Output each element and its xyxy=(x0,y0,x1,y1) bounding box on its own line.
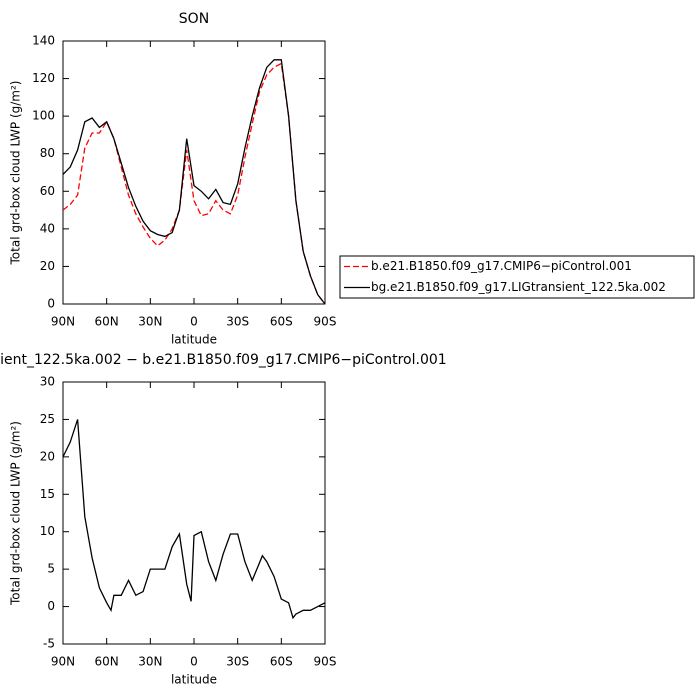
y-tick-label: 20 xyxy=(40,449,55,463)
y-tick-label: 25 xyxy=(40,412,55,426)
legend-label: bg.e21.B1850.f09_g17.LIGtransient_122.5k… xyxy=(371,280,666,294)
y-tick-label: 120 xyxy=(32,71,55,85)
y-tick-label: 40 xyxy=(40,221,55,235)
y-axis-label: Total grd-box cloud LWP (g/m²) xyxy=(9,81,23,266)
data-line xyxy=(62,62,326,305)
x-tick-label: 90N xyxy=(51,315,75,329)
chart-title: SON xyxy=(179,11,209,27)
legend-box xyxy=(339,255,695,299)
y-tick-label: 30 xyxy=(40,375,55,389)
y-tick-label: -5 xyxy=(43,637,55,651)
x-tick-label: 60N xyxy=(95,315,119,329)
y-tick-label: 80 xyxy=(40,146,55,160)
x-tick-label: 30N xyxy=(138,655,162,669)
legend-label: b.e21.B1850.f09_g17.CMIP6−piControl.001 xyxy=(371,259,632,273)
y-tick-label: 5 xyxy=(47,562,55,576)
y-tick-label: 10 xyxy=(40,524,55,538)
x-tick-label: 60S xyxy=(270,315,293,329)
y-axis-label: Total grd-box cloud LWP (g/m²) xyxy=(9,421,23,606)
x-axis-label: latitude xyxy=(171,673,217,687)
y-tick-label: 100 xyxy=(32,109,55,123)
data-line xyxy=(62,59,326,305)
y-tick-label: 140 xyxy=(32,34,55,48)
data-line xyxy=(62,419,326,620)
x-tick-label: 90N xyxy=(51,655,75,669)
y-tick-label: 0 xyxy=(47,297,55,311)
x-tick-label: 30N xyxy=(138,315,162,329)
x-axis-label: latitude xyxy=(171,333,217,347)
x-tick-label: 0 xyxy=(190,655,198,669)
x-tick-label: 0 xyxy=(190,315,198,329)
x-tick-label: 60S xyxy=(270,655,293,669)
x-tick-label: 30S xyxy=(226,655,249,669)
y-tick-label: 15 xyxy=(40,487,55,501)
x-tick-label: 30S xyxy=(226,315,249,329)
y-tick-label: 20 xyxy=(40,259,55,273)
y-tick-label: 60 xyxy=(40,184,55,198)
plot-frame xyxy=(62,40,326,305)
x-tick-label: 60N xyxy=(95,655,119,669)
x-tick-label: 90S xyxy=(314,655,337,669)
plot-frame xyxy=(62,381,326,645)
chart-title: LIGtransient_122.5ka.002 − b.e21.B1850.f… xyxy=(0,352,447,368)
y-tick-label: 0 xyxy=(47,599,55,613)
x-tick-label: 90S xyxy=(314,315,337,329)
